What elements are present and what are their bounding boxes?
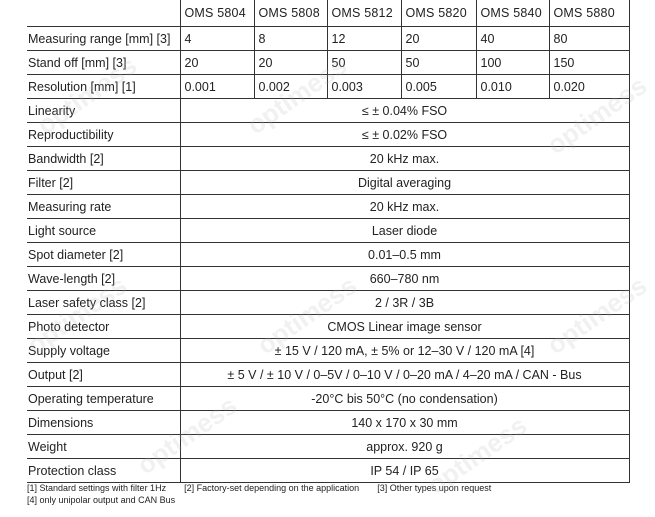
table-row: Measuring rate 20 kHz max.: [27, 194, 630, 219]
column-header: OMS 5812: [326, 0, 401, 27]
row-label: Measuring rate: [27, 194, 180, 219]
table-row: Filter [2] Digital averaging: [27, 170, 630, 195]
cell-value: 0.01–0.5 mm: [179, 242, 630, 267]
cell-value: 0.002: [253, 74, 327, 99]
row-label: Resolution [mm] [1]: [27, 74, 180, 99]
row-label: Light source: [27, 218, 180, 243]
table-row: Linearity ≤ ± 0.04% FSO: [27, 98, 630, 123]
row-label: Output [2]: [27, 362, 180, 387]
table-row: Resolution [mm] [1] 0.001 0.002 0.003 0.005 0…: [27, 74, 630, 99]
column-header: OMS 5880: [548, 0, 630, 27]
table-row: Protection class IP 54 / IP 65: [27, 458, 630, 483]
column-header: OMS 5820: [400, 0, 476, 27]
cell-value: -20°C bis 50°C (no condensation): [179, 386, 630, 411]
cell-value: approx. 920 g: [179, 434, 630, 459]
row-label: Supply voltage: [27, 338, 180, 363]
footnote-2: [2] Factory-set depending on the applica…: [184, 483, 360, 493]
cell-value: 150: [548, 50, 630, 75]
cell-value: 0.020: [548, 74, 630, 99]
cell-value: 8: [253, 26, 327, 51]
row-label: Reproductibility: [27, 122, 180, 147]
table-row: Bandwidth [2] 20 kHz max.: [27, 146, 630, 171]
header-row: OMS 5804 OMS 5808 OMS 5812 OMS 5820 OMS 5840…: [27, 0, 630, 27]
row-label: Operating temperature: [27, 386, 180, 411]
row-label: Wave-length [2]: [27, 266, 180, 291]
cell-value: IP 54 / IP 65: [179, 458, 630, 483]
cell-value: ≤ ± 0.02% FSO: [179, 122, 630, 147]
cell-value: 20: [400, 26, 476, 51]
footnote-3: [3] Other types upon request: [377, 483, 492, 493]
cell-value: 50: [326, 50, 401, 75]
footnote-1: [1] Standard settings with filter 1Hz: [27, 483, 167, 493]
table-row: Operating temperature -20°C bis 50°C (no …: [27, 386, 630, 411]
cell-value: 0.003: [326, 74, 401, 99]
footnotes: [1] Standard settings with filter 1Hz [2]…: [27, 482, 509, 506]
cell-value: Laser diode: [179, 218, 630, 243]
cell-value: 140 x 170 x 30 mm: [179, 410, 630, 435]
cell-value: 4: [179, 26, 254, 51]
row-label: Weight: [27, 434, 180, 459]
cell-value: ± 5 V / ± 10 V / 0–5V / 0–10 V / 0–20 mA…: [179, 362, 630, 387]
row-label: Stand off [mm] [3]: [27, 50, 180, 75]
cell-value: 0.005: [400, 74, 476, 99]
cell-value: 2 / 3R / 3B: [179, 290, 630, 315]
table-row: Stand off [mm] [3] 20 20 50 50 100 150: [27, 50, 630, 75]
cell-value: 40: [475, 26, 549, 51]
table-row: Wave-length [2] 660–780 nm: [27, 266, 630, 291]
cell-value: 100: [475, 50, 549, 75]
cell-value: 20 kHz max.: [179, 146, 630, 171]
table-row: Supply voltage ± 15 V / 120 mA, ± 5% or 1…: [27, 338, 630, 363]
row-label: Protection class: [27, 458, 180, 483]
cell-value: 80: [548, 26, 630, 51]
table-row: Photo detector CMOS Linear image sensor: [27, 314, 630, 339]
cell-value: 50: [400, 50, 476, 75]
row-label: Laser safety class [2]: [27, 290, 180, 315]
row-label: Spot diameter [2]: [27, 242, 180, 267]
table-row: Reproductibility ≤ ± 0.02% FSO: [27, 122, 630, 147]
cell-value: 20: [253, 50, 327, 75]
cell-value: ± 15 V / 120 mA, ± 5% or 12–30 V / 120 m…: [179, 338, 630, 363]
table-row: Weight approx. 920 g: [27, 434, 630, 459]
cell-value: ≤ ± 0.04% FSO: [179, 98, 630, 123]
cell-value: Digital averaging: [179, 170, 630, 195]
row-label: Dimensions: [27, 410, 180, 435]
table-row: Output [2] ± 5 V / ± 10 V / 0–5V / 0–10 V…: [27, 362, 630, 387]
row-label: Linearity: [27, 98, 180, 123]
row-label: Bandwidth [2]: [27, 146, 180, 171]
footnote-4: [4] only unipolar output and CAN Bus: [27, 495, 176, 505]
cell-value: 0.010: [475, 74, 549, 99]
row-label: Measuring range [mm] [3]: [27, 26, 180, 51]
cell-value: 12: [326, 26, 401, 51]
header-blank: [27, 0, 180, 27]
cell-value: 0.001: [179, 74, 254, 99]
table-row: Measuring range [mm] [3] 4 8 12 20 40 80: [27, 26, 630, 51]
row-label: Photo detector: [27, 314, 180, 339]
table-row: Light source Laser diode: [27, 218, 630, 243]
cell-value: CMOS Linear image sensor: [179, 314, 630, 339]
row-label: Filter [2]: [27, 170, 180, 195]
column-header: OMS 5840: [475, 0, 549, 27]
cell-value: 660–780 nm: [179, 266, 630, 291]
table-row: Laser safety class [2] 2 / 3R / 3B: [27, 290, 630, 315]
column-header: OMS 5804: [179, 0, 254, 27]
cell-value: 20 kHz max.: [179, 194, 630, 219]
column-header: OMS 5808: [253, 0, 327, 27]
cell-value: 20: [179, 50, 254, 75]
specifications-table: OMS 5804 OMS 5808 OMS 5812 OMS 5820 OMS 5840…: [27, 0, 630, 483]
table-row: Spot diameter [2] 0.01–0.5 mm: [27, 242, 630, 267]
table-row: Dimensions 140 x 170 x 30 mm: [27, 410, 630, 435]
